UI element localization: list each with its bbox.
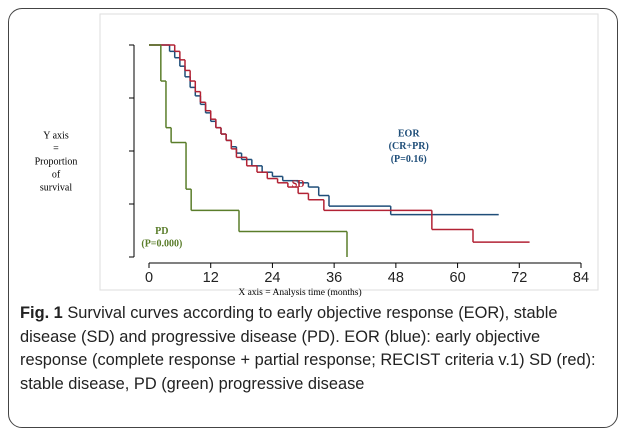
- x-tick-label: 48: [388, 270, 404, 286]
- y-axis-label: Proportion: [35, 156, 78, 167]
- x-tick-label: 12: [203, 270, 219, 286]
- x-tick-label: 72: [511, 270, 527, 286]
- annotation: SD: [292, 179, 305, 190]
- x-axis-label: X axis = Analysis time (months): [238, 287, 361, 298]
- annotation: (CR+PR): [389, 141, 429, 152]
- caption-text: Survival curves according to early objec…: [20, 304, 596, 393]
- figure-frame: [8, 8, 618, 428]
- x-tick-label: 84: [573, 270, 589, 286]
- y-axis-label: Y axis: [43, 130, 69, 141]
- annotation: (P=0.16): [391, 154, 427, 165]
- caption-label: Fig. 1: [20, 304, 63, 322]
- graph-region: [99, 13, 599, 291]
- x-tick-label: 0: [145, 270, 153, 286]
- y-axis-label: survival: [40, 182, 72, 193]
- annotation: (P=0.000): [141, 239, 182, 250]
- y-axis-label: =: [53, 143, 59, 154]
- chart: X axis = Analysis time (months) 0 12 24 36 4…: [35, 13, 599, 298]
- x-tick-label: 60: [450, 270, 466, 286]
- x-tick-label: 24: [264, 270, 280, 286]
- y-axis-label: of: [52, 169, 61, 180]
- caption: Fig. 1 Survival curves according to earl…: [20, 302, 612, 396]
- annotation: PD: [155, 226, 168, 237]
- x-tick-label: 36: [326, 270, 342, 286]
- annotation: EOR: [398, 128, 420, 139]
